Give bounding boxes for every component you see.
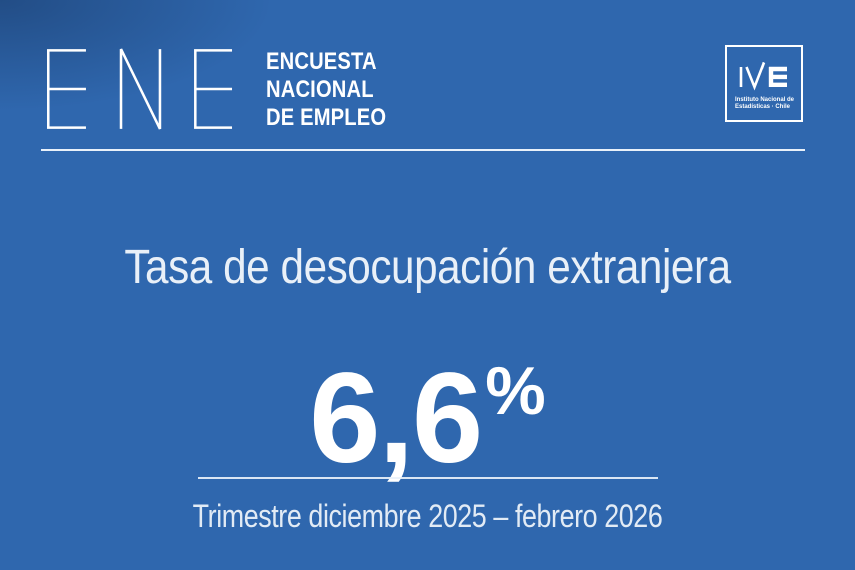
ine-acronym-glyph [739, 62, 787, 91]
stat-value: 6,6% [0, 321, 855, 489]
ine-letter-e [768, 66, 787, 87]
program-name-line-2: NACIONAL [266, 76, 374, 103]
ene-letter-n [119, 48, 162, 130]
ene-letter-e1 [47, 49, 86, 129]
ine-logo: Instituto Nacional de Estadísticas · Chi… [725, 45, 803, 122]
ene-logotype [47, 48, 233, 130]
ine-letter-n [745, 62, 766, 91]
program-name-line-1: ENCUESTA [266, 48, 377, 75]
stat-unit: % [485, 353, 546, 429]
ine-institution-line-2: Estadísticas · Chile [735, 104, 791, 110]
stat-title: Tasa de desocupación extranjera [124, 241, 731, 294]
ene-letter-e2 [194, 49, 233, 129]
program-name-line-3: DE EMPLEO [266, 104, 387, 131]
program-name: ENCUESTA NACIONAL DE EMPLEO [266, 48, 386, 132]
ine-institution-name: Instituto Nacional de Estadísticas · Chi… [735, 97, 794, 111]
stat-number: 6,6 [309, 347, 483, 490]
stat-divider [197, 477, 658, 479]
stat-period: Trimestre diciembre 2025 – febrero 2026 [192, 498, 663, 534]
ine-institution-line-1: Instituto Nacional de [735, 97, 795, 103]
header-divider [41, 149, 805, 151]
